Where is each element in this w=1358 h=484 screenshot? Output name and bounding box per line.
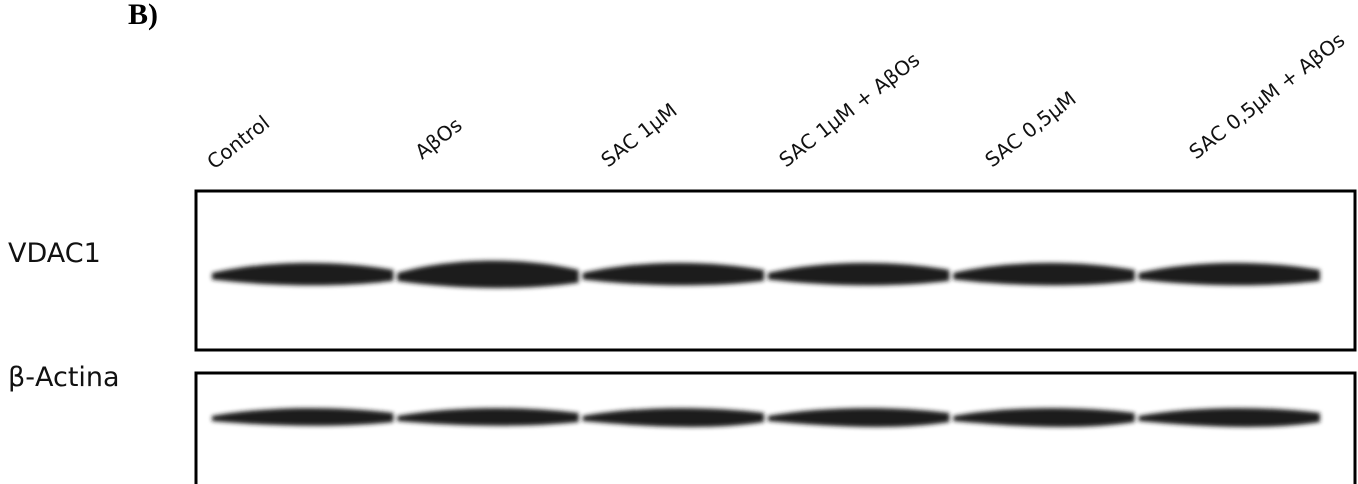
lane-label: SAC 0,5μM (980, 86, 1080, 172)
lane-label: SAC 1μM (596, 98, 681, 172)
figure: B) Control AβOs SAC 1μM SAC 1μM + AβOs SAC 0… (0, 0, 1358, 484)
lane-label: AβOs (410, 113, 466, 164)
lane-label: SAC 0,5μM + AβOs (1184, 28, 1349, 164)
blot-frame (196, 373, 1355, 484)
lane-label: Control (202, 111, 274, 174)
page: B) Control AβOs SAC 1μM SAC 1μM + AβOs SAC 0… (0, 0, 1358, 484)
lane-label: SAC 1μM + AβOs (774, 47, 924, 172)
panel-label: B) (128, 0, 158, 31)
row-labels: VDAC1 β-Actina (8, 238, 120, 393)
lane-labels: Control AβOs SAC 1μM SAC 1μM + AβOs SAC 0,5μ… (202, 28, 1349, 174)
row-label: VDAC1 (8, 238, 101, 269)
row-label: β-Actina (8, 362, 120, 393)
